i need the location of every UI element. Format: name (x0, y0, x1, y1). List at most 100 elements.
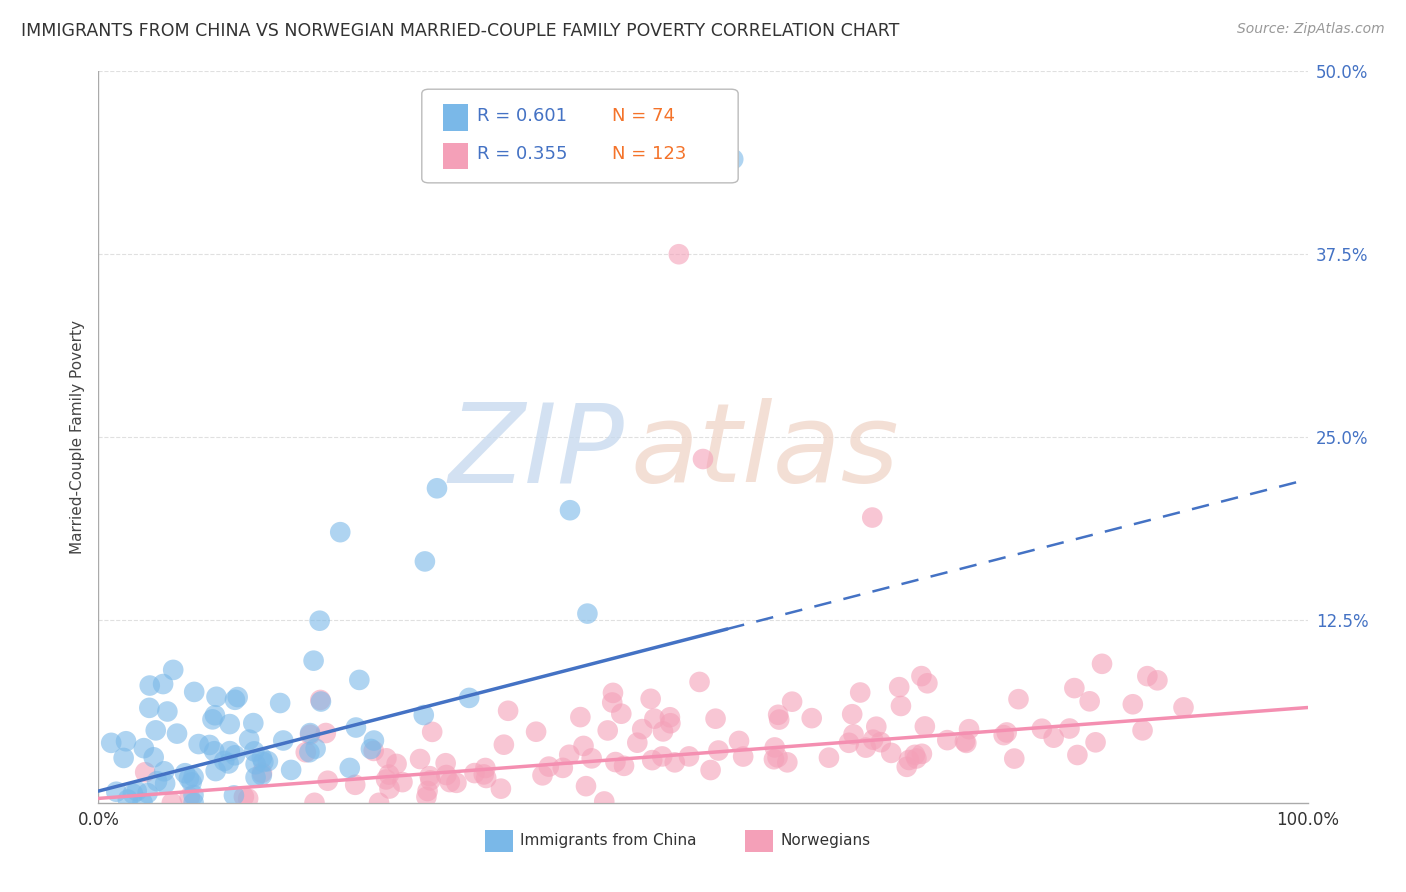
Point (329, 525, 352, 540)
Point (309, 694, 332, 708)
Point (136, 786, 159, 800)
Point (651, 749, 673, 764)
Point (344, 721, 367, 735)
Point (363, 733, 385, 747)
Point (953, 734, 976, 748)
Point (105, 785, 128, 799)
Point (299, 728, 322, 742)
Point (474, 761, 496, 775)
Text: ZIP: ZIP (449, 398, 624, 505)
Point (1002, 751, 1025, 765)
Point (426, 481, 449, 495)
Point (412, 708, 434, 723)
Point (344, 778, 367, 792)
Point (762, 752, 785, 766)
Point (420, 724, 443, 739)
Point (218, 744, 240, 758)
Point (257, 754, 280, 768)
Point (602, 686, 624, 700)
Point (160, 796, 183, 810)
Point (413, 554, 436, 568)
Point (1031, 722, 1053, 736)
Point (183, 770, 205, 784)
Point (446, 776, 468, 790)
Point (339, 761, 361, 775)
Point (179, 790, 201, 805)
Point (800, 711, 823, 725)
Point (243, 744, 266, 758)
Point (269, 696, 291, 710)
Point (776, 756, 799, 770)
Point (146, 774, 169, 789)
Point (551, 761, 574, 775)
Point (250, 751, 273, 765)
Point (375, 772, 398, 787)
Point (439, 775, 461, 789)
Point (723, 152, 745, 166)
Point (914, 719, 936, 733)
Point (492, 738, 515, 752)
Point (183, 788, 205, 802)
Point (865, 720, 887, 734)
Point (226, 690, 249, 704)
Point (252, 755, 274, 769)
Point (458, 690, 481, 705)
Point (298, 745, 321, 759)
Point (415, 789, 437, 804)
Point (842, 727, 865, 741)
Point (152, 677, 174, 691)
Point (177, 772, 200, 786)
Point (224, 693, 246, 707)
Point (575, 779, 598, 793)
Point (707, 743, 730, 757)
Point (1078, 694, 1101, 708)
Point (889, 680, 911, 694)
Point (162, 663, 184, 677)
Point (138, 679, 160, 693)
Point (898, 753, 921, 767)
Point (112, 751, 135, 765)
Point (115, 734, 138, 748)
Point (153, 776, 176, 790)
Point (766, 707, 789, 722)
Point (641, 753, 664, 767)
Point (489, 781, 512, 796)
Point (299, 726, 322, 740)
Point (302, 654, 325, 668)
Point (995, 725, 1018, 739)
Point (138, 701, 160, 715)
Point (245, 757, 267, 772)
Point (678, 749, 700, 764)
Point (201, 712, 224, 726)
Point (880, 746, 903, 760)
Point (668, 247, 690, 261)
Point (315, 726, 337, 740)
Point (250, 768, 273, 782)
Point (271, 733, 294, 747)
Text: R = 0.601: R = 0.601 (477, 107, 567, 125)
Point (496, 704, 519, 718)
Point (134, 765, 156, 780)
Point (936, 733, 959, 747)
Point (1042, 731, 1064, 745)
Point (472, 767, 495, 781)
Point (316, 773, 339, 788)
Point (1007, 692, 1029, 706)
Point (434, 768, 457, 782)
Text: Norwegians: Norwegians (780, 833, 870, 847)
Point (131, 796, 153, 810)
Point (419, 769, 441, 783)
Point (955, 736, 977, 750)
Text: Immigrants from China: Immigrants from China (520, 833, 697, 847)
Point (911, 747, 934, 761)
Point (626, 736, 648, 750)
Point (1173, 700, 1195, 714)
Point (304, 796, 326, 810)
Point (245, 770, 267, 784)
Point (212, 754, 235, 768)
Point (100, 736, 122, 750)
Point (183, 796, 205, 810)
Point (224, 748, 246, 763)
Point (766, 750, 789, 764)
Point (849, 685, 872, 699)
